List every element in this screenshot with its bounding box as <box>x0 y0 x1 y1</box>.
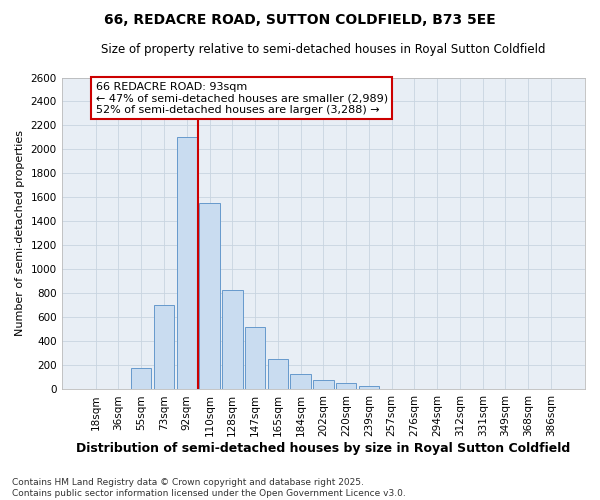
Bar <box>245 327 265 390</box>
Text: 66, REDACRE ROAD, SUTTON COLDFIELD, B73 5EE: 66, REDACRE ROAD, SUTTON COLDFIELD, B73 … <box>104 12 496 26</box>
Title: Size of property relative to semi-detached houses in Royal Sutton Coldfield: Size of property relative to semi-detach… <box>101 42 545 56</box>
Bar <box>404 389 425 390</box>
Bar <box>336 383 356 390</box>
Bar <box>382 389 402 390</box>
Bar <box>154 306 174 390</box>
Bar <box>222 290 242 390</box>
Text: 66 REDACRE ROAD: 93sqm
← 47% of semi-detached houses are smaller (2,989)
52% of : 66 REDACRE ROAD: 93sqm ← 47% of semi-det… <box>95 82 388 115</box>
Bar <box>449 389 470 390</box>
Y-axis label: Number of semi-detached properties: Number of semi-detached properties <box>15 130 25 336</box>
Bar <box>85 389 106 390</box>
Bar <box>176 138 197 390</box>
Bar <box>472 389 493 390</box>
Bar <box>541 389 561 390</box>
X-axis label: Distribution of semi-detached houses by size in Royal Sutton Coldfield: Distribution of semi-detached houses by … <box>76 442 571 455</box>
Bar <box>518 389 538 390</box>
Bar <box>359 386 379 390</box>
Bar <box>108 389 129 390</box>
Bar <box>313 380 334 390</box>
Bar <box>199 204 220 390</box>
Bar <box>268 359 288 390</box>
Bar <box>290 374 311 390</box>
Bar <box>131 368 151 390</box>
Text: Contains HM Land Registry data © Crown copyright and database right 2025.
Contai: Contains HM Land Registry data © Crown c… <box>12 478 406 498</box>
Bar <box>495 389 515 390</box>
Bar <box>427 389 448 390</box>
